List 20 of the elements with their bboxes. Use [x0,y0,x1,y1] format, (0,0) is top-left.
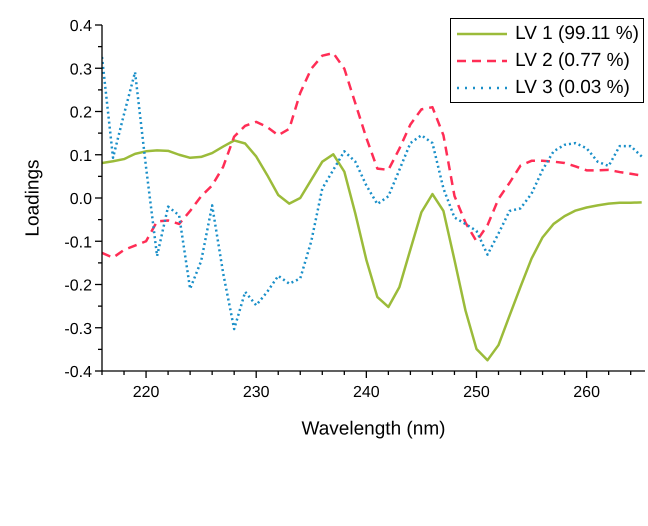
y-tick-label: -0.1 [64,234,92,252]
y-tick-label: -0.4 [64,364,92,381]
legend-label: LV 2 (0.77 %) [515,50,630,72]
y-tick-label: 0.3 [70,61,92,78]
x-tick-label: 230 [242,384,270,401]
line-series [102,139,643,362]
y-tick-label: 0.4 [70,18,92,35]
y-tick-label: -0.3 [64,320,92,338]
x-tick-label: 240 [352,384,380,401]
y-tick-label: -0.2 [64,278,92,294]
y-tick-label: 0.1 [70,148,92,165]
x-axis-title: Wavelength (nm) [302,418,446,440]
legend-label: LV 3 (0.03 %) [515,76,630,98]
legend-label: LV 1 (99.11 %) [515,22,639,44]
y-tick-label: 0.0 [70,191,92,208]
x-tick-label: 220 [132,384,160,401]
y-axis-title: Loadings [22,159,44,237]
x-tick-label: 260 [573,384,600,401]
x-tick-label: 250 [463,384,490,401]
y-tick-label: 0.2 [70,104,92,122]
